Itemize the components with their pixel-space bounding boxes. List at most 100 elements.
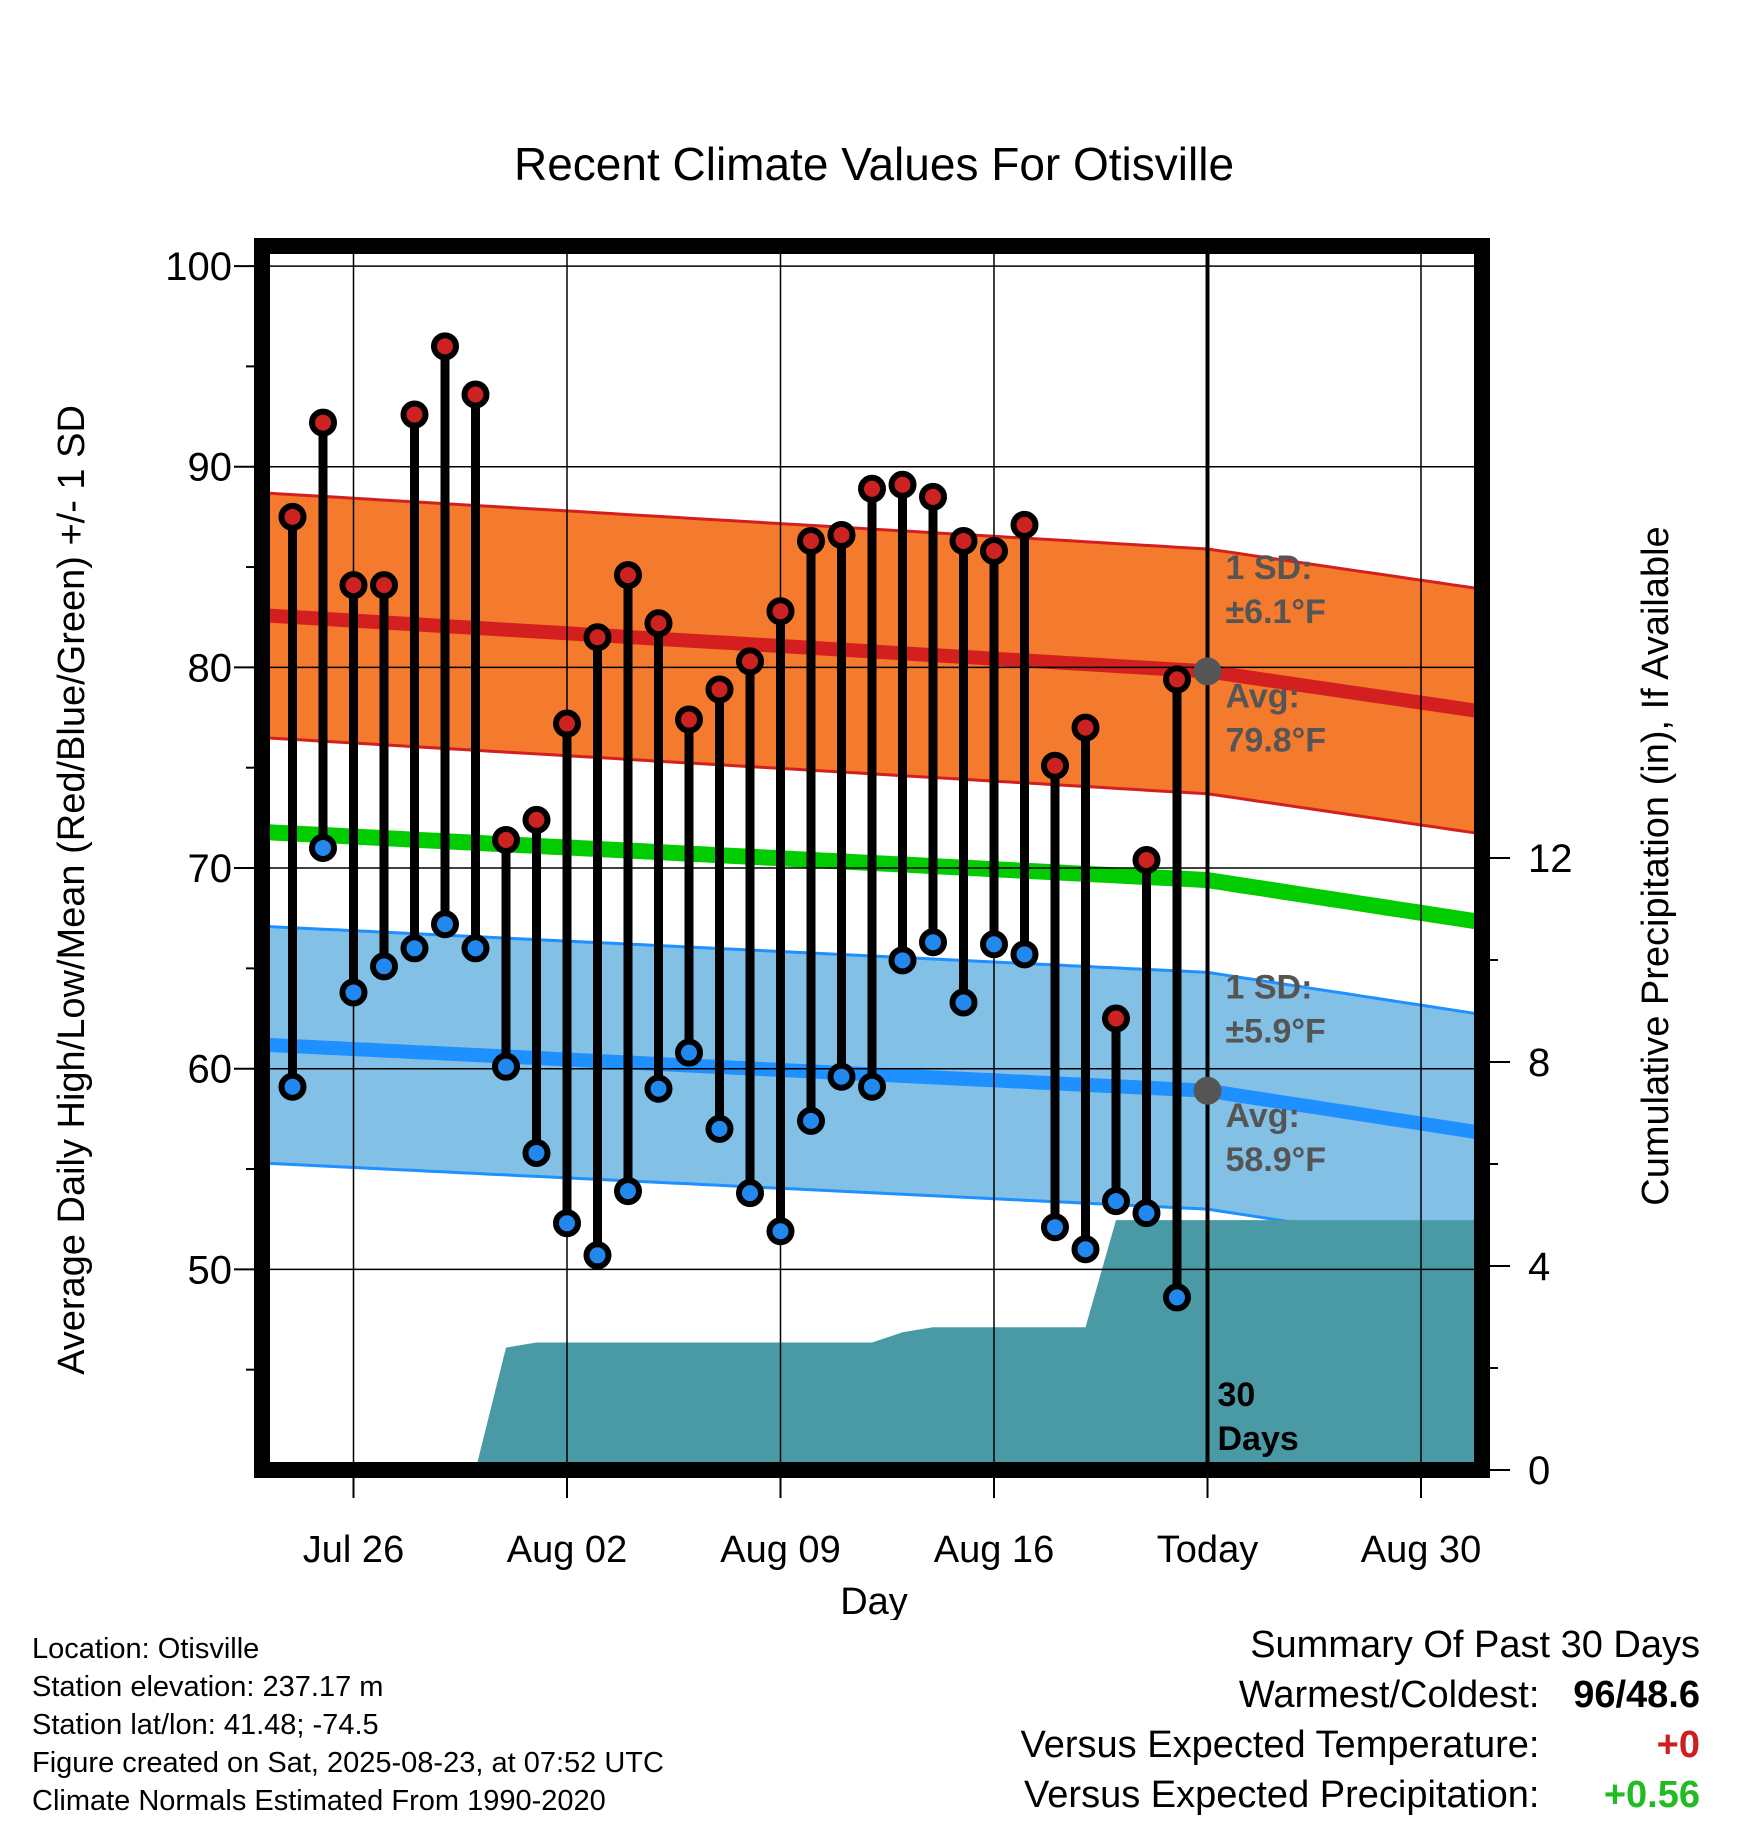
- warmest-label: Warmest/Coldest:: [1238, 1674, 1540, 1716]
- y-tick-label: 90: [188, 446, 233, 490]
- summary-temp-row: Versus Expected Temperature: +0: [1021, 1720, 1700, 1770]
- y-axis-label: Average Daily High/Low/Mean (Red/Blue/Gr…: [51, 405, 93, 1375]
- daily-low-point: [1071, 1235, 1100, 1264]
- precip-value: +0.56: [1603, 1774, 1700, 1816]
- daily-high-point: [370, 571, 398, 600]
- daily-high-point: [1071, 713, 1100, 742]
- period-annotation: Days: [1218, 1420, 1299, 1458]
- daily-high-point: [797, 526, 825, 555]
- y2-tick-label: 8: [1528, 1041, 1550, 1085]
- daily-high-point: [736, 647, 764, 676]
- daily-low-point: [1010, 940, 1039, 969]
- temp-label: Versus Expected Temperature:: [1020, 1724, 1540, 1766]
- daily-low-point: [980, 930, 1008, 959]
- daily-high-point: [858, 474, 886, 503]
- daily-high-point: [461, 380, 490, 409]
- high-avg-annotation: 79.8°F: [1226, 722, 1327, 760]
- daily-low-point: [553, 1209, 581, 1238]
- plot-content: [262, 246, 1482, 1470]
- period-annotation: 30: [1218, 1376, 1256, 1414]
- summary-warmest-row: Warmest/Coldest: 96/48.6: [1021, 1670, 1700, 1720]
- daily-low-point: [400, 934, 429, 963]
- elevation-text: Station elevation: 237.17 m: [32, 1671, 384, 1703]
- daily-high-point: [1010, 510, 1039, 539]
- daily-low-point: [949, 988, 978, 1017]
- location-text: Location: Otisville: [32, 1633, 260, 1665]
- y2-tick-label: 12: [1528, 837, 1573, 881]
- daily-high-point: [888, 470, 917, 499]
- y2-axis-label: Cumulative Precipitation (in), If Availa…: [1635, 526, 1677, 1205]
- x-tick-label: Aug 09: [720, 1529, 840, 1571]
- daily-high-point: [980, 536, 1008, 565]
- daily-low-point: [431, 910, 459, 939]
- daily-low-point: [370, 952, 398, 981]
- daily-low-point: [492, 1052, 520, 1081]
- daily-high-point: [614, 561, 642, 590]
- daily-low-point: [1102, 1187, 1130, 1216]
- daily-low-point: [1163, 1283, 1191, 1312]
- daily-low-point: [766, 1217, 795, 1246]
- daily-low-point: [1132, 1199, 1161, 1228]
- daily-low-point: [705, 1114, 734, 1143]
- daily-high-point: [919, 482, 947, 511]
- daily-high-point: [278, 502, 307, 531]
- daily-high-point: [949, 526, 978, 555]
- cumulative-precip-area: [262, 1220, 1482, 1470]
- daily-high-point: [827, 520, 856, 549]
- low-sd-annotation: 1 SD:: [1226, 968, 1313, 1006]
- daily-low-point: [827, 1062, 856, 1091]
- daily-low-point: [675, 1038, 703, 1067]
- y-tick-label: 50: [188, 1248, 233, 1292]
- daily-low-point: [278, 1072, 307, 1101]
- y-tick-label: 80: [188, 646, 233, 690]
- x-tick-label: Jul 26: [303, 1529, 404, 1571]
- y2-tick-label: 4: [1528, 1245, 1550, 1289]
- daily-low-point: [858, 1072, 886, 1101]
- warmest-value: 96/48.6: [1573, 1674, 1700, 1716]
- high-sd-annotation: ±6.1°F: [1226, 593, 1326, 631]
- high-avg-annotation: Avg:: [1226, 678, 1300, 716]
- station-info: Location: Otisville Station elevation: 2…: [32, 1630, 664, 1820]
- low-avg-annotation: 58.9°F: [1226, 1141, 1327, 1179]
- daily-high-point: [492, 825, 520, 854]
- x-tick-label: Aug 02: [507, 1529, 627, 1571]
- daily-low-point: [919, 928, 947, 957]
- daily-low-point: [339, 978, 368, 1007]
- daily-low-point: [522, 1138, 551, 1167]
- daily-high-point: [766, 597, 795, 626]
- daily-high-point: [1102, 1004, 1130, 1033]
- today-high-normal-marker: [1193, 657, 1222, 686]
- daily-high-point: [431, 332, 459, 361]
- daily-low-point: [309, 833, 337, 862]
- daily-low-point: [1041, 1213, 1069, 1242]
- summary-panel: Summary Of Past 30 Days Warmest/Coldest:…: [1021, 1620, 1700, 1820]
- climate-chart: Recent Climate Values For Otisville 1 SD…: [51, 138, 1677, 1620]
- x-tick-label: Today: [1157, 1529, 1258, 1571]
- daily-high-point: [1132, 846, 1161, 875]
- created-text: Figure created on Sat, 2025-08-23, at 07…: [32, 1747, 664, 1779]
- low-sd-annotation: ±5.9°F: [1226, 1012, 1326, 1050]
- summary-precip-row: Versus Expected Precipitation: +0.56: [1021, 1770, 1700, 1820]
- precip-label: Versus Expected Precipitation:: [1024, 1774, 1540, 1816]
- daily-high-point: [1163, 665, 1191, 694]
- daily-high-point: [1041, 751, 1069, 780]
- daily-high-point: [553, 709, 581, 738]
- x-tick-label: Aug 30: [1361, 1529, 1481, 1571]
- temp-value: +0: [1656, 1724, 1700, 1766]
- daily-high-point: [675, 705, 703, 734]
- daily-low-point: [644, 1074, 673, 1103]
- daily-low-point: [583, 1241, 612, 1270]
- normals-text: Climate Normals Estimated From 1990-2020: [32, 1785, 606, 1817]
- daily-high-point: [309, 408, 337, 437]
- y-tick-label: 100: [165, 245, 232, 289]
- y-tick-label: 70: [188, 847, 233, 891]
- daily-high-point: [400, 400, 429, 429]
- high-sd-annotation: 1 SD:: [1226, 549, 1313, 587]
- plot-area: 1 SD: ±6.1°F Avg: 79.8°F 1 SD: ±5.9°F Avg: 58.9…: [165, 238, 1573, 1571]
- chart-title: Recent Climate Values For Otisville: [514, 138, 1234, 190]
- x-tick-label: Aug 16: [934, 1529, 1054, 1571]
- daily-high-point: [583, 623, 612, 652]
- x-axis-label: Day: [840, 1581, 908, 1620]
- daily-high-point: [705, 675, 734, 704]
- daily-low-point: [797, 1106, 825, 1135]
